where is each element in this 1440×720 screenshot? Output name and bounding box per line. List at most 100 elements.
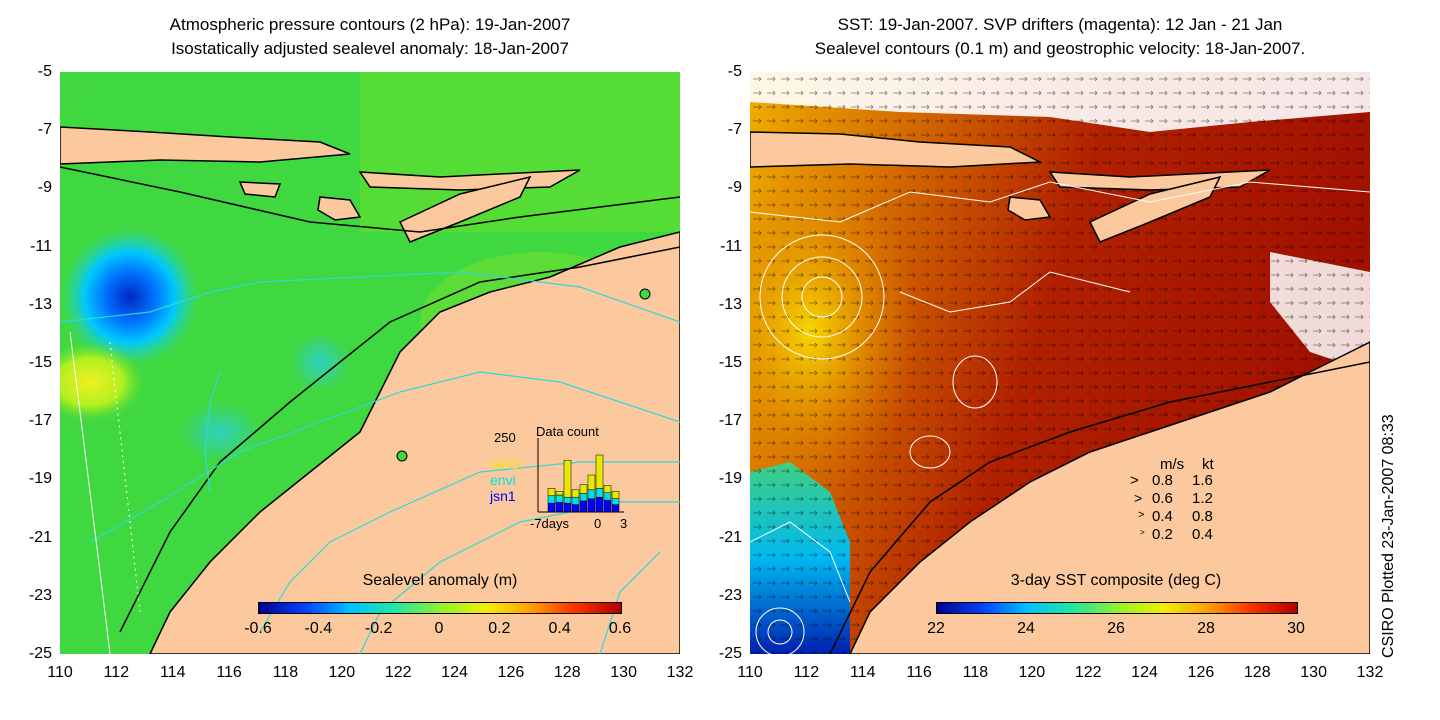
lon-tick-label: 120 [328, 664, 356, 681]
inset-bar-segment [563, 502, 572, 513]
lat-tick-label: -19 [718, 470, 742, 488]
lon-tick-label: 122 [384, 664, 412, 681]
inset-bar-segment [547, 488, 556, 496]
lon-tick-label: 116 [906, 664, 932, 681]
inset-bar-segment [547, 502, 556, 513]
lon-tick-label: 114 [159, 664, 186, 681]
lon-tick-label: 118 [962, 664, 989, 681]
inset-bar-segment [571, 504, 580, 513]
lon-tick-label: 122 [1074, 664, 1102, 681]
lat-tick-label: -15 [28, 354, 52, 371]
velocity-legend: m/s kt > 0.8 1.6 > 0.6 1.2 > 0.4 0.8 > 0… [1130, 456, 1240, 546]
legend-kt-value: 1.2 [1192, 490, 1213, 507]
right-title-line2: Sealevel contours (0.1 m) and geostrophi… [814, 39, 1306, 58]
legend-kt-value: 1.6 [1192, 472, 1213, 489]
inset-bar-segment [563, 459, 572, 498]
lat-tick-label: -21 [28, 528, 52, 546]
right-map[interactable]: m/s kt > 0.8 1.6 > 0.6 1.2 > 0.4 0.8 > 0… [750, 72, 1370, 654]
legend-header-kt: kt [1202, 456, 1214, 473]
lon-tick-label: 112 [103, 664, 130, 681]
inset-bar-segment [555, 491, 564, 496]
lon-tick-label: 126 [497, 664, 525, 681]
legend-ms-value: 0.6 [1152, 490, 1173, 507]
inset-series-gfo: GFO [490, 456, 521, 472]
colorbar-tick-label: 0.4 [548, 620, 571, 637]
colorbar-tick-label: 26 [1107, 620, 1125, 637]
lon-tick-label: 126 [1187, 664, 1215, 681]
inset-bar-segment [611, 498, 620, 505]
lat-tick-label: -11 [720, 237, 742, 255]
inset-bar-segment [603, 485, 612, 494]
lat-tick-label: -23 [718, 586, 742, 604]
legend-ms-value: 0.2 [1152, 526, 1173, 543]
legend-row-4: > 0.2 0.4 [1130, 526, 1240, 544]
lon-tick-label: 118 [272, 664, 299, 681]
inset-xlabel-end: 3 [620, 516, 628, 531]
legend-kt-value: 0.4 [1192, 526, 1213, 543]
inset-bar-segment [611, 504, 620, 513]
left-colorbar-labels: -0.6 -0.4 -0.2 0 0.2 0.4 0.6 [60, 620, 680, 640]
inset-bar-segment [547, 495, 556, 504]
lon-tick-label: 132 [1356, 664, 1384, 681]
left-colorbar-title: Sealevel anomaly (m) [362, 572, 518, 589]
sealevel-anomaly-map [60, 72, 680, 654]
lat-tick-label: -11 [30, 237, 52, 255]
arrow-icon: > [1140, 528, 1145, 537]
inset-bar-segment [603, 492, 612, 501]
lon-tick-label: 128 [553, 664, 581, 681]
lat-tick-label: -25 [718, 645, 742, 662]
colorbar-tick-label: 24 [1017, 620, 1035, 637]
lon-tick-label: 112 [793, 664, 820, 681]
lon-tick-label: 124 [1131, 664, 1158, 681]
legend-header-ms: m/s [1160, 456, 1185, 473]
lat-tick-label: -17 [718, 412, 742, 430]
inset-bar-segment [587, 474, 596, 491]
inset-bar-segment [587, 489, 596, 499]
right-colorbar-labels: 22 24 26 28 30 [750, 620, 1370, 640]
legend-kt-value: 0.8 [1192, 508, 1213, 525]
data-count-inset: Data count 250 GFO envi jsn1 -7days 0 3 [490, 424, 630, 534]
sst-map [750, 72, 1370, 654]
lon-tick-label: 110 [47, 664, 73, 681]
inset-bar-segment [603, 499, 612, 513]
inset-bar-segment [571, 496, 580, 505]
inset-bar-segment [595, 454, 604, 489]
lon-tick-label: 128 [1243, 664, 1271, 681]
colorbar-tick-label: -0.6 [244, 620, 272, 637]
inset-bar-segment [579, 484, 588, 494]
lon-tick-label: 120 [1018, 664, 1046, 681]
lat-tick-label: -25 [28, 645, 52, 662]
lat-tick-label: -5 [727, 63, 742, 80]
lon-tick-label: 124 [441, 664, 468, 681]
inset-xlabel-zero: 0 [594, 516, 602, 531]
lat-tick-label: -17 [28, 412, 52, 430]
right-title-line1: SST: 19-Jan-2007. SVP drifters (magenta)… [837, 15, 1283, 34]
left-map[interactable]: Data count 250 GFO envi jsn1 -7days 0 3 … [60, 72, 680, 654]
arrow-icon: > [1134, 490, 1143, 506]
inset-bar-segment [555, 494, 564, 503]
colorbar-tick-label: 30 [1287, 620, 1305, 637]
inset-bar-segment [595, 496, 604, 513]
inset-bar-segment [611, 491, 620, 499]
lat-tick-label: -19 [28, 470, 52, 488]
lon-tick-label: 116 [216, 664, 242, 681]
inset-series-envi: envi [490, 472, 516, 488]
inset-ymax: 250 [494, 430, 516, 445]
inset-bar-chart [537, 438, 624, 513]
lon-tick-label: 110 [737, 664, 763, 681]
lat-tick-label: -21 [718, 528, 742, 546]
inset-bar-segment [579, 500, 588, 513]
lat-tick-label: -9 [727, 179, 742, 197]
legend-row-3: > 0.4 0.8 [1130, 508, 1240, 526]
lon-tick-label: 130 [610, 664, 637, 681]
left-colorbar [258, 602, 622, 614]
inset-series-jsn1: jsn1 [490, 488, 516, 504]
legend-ms-value: 0.4 [1152, 508, 1173, 525]
left-title-line1: Atmospheric pressure contours (2 hPa): 1… [169, 15, 571, 34]
inset-bar-segment [571, 489, 580, 498]
lat-tick-label: -13 [718, 295, 742, 313]
legend-row-2: > 0.6 1.2 [1130, 490, 1240, 508]
colorbar-tick-label: -0.4 [304, 620, 333, 637]
colorbar-tick-label: 0.6 [608, 620, 632, 637]
inset-bar-segment [579, 493, 588, 502]
